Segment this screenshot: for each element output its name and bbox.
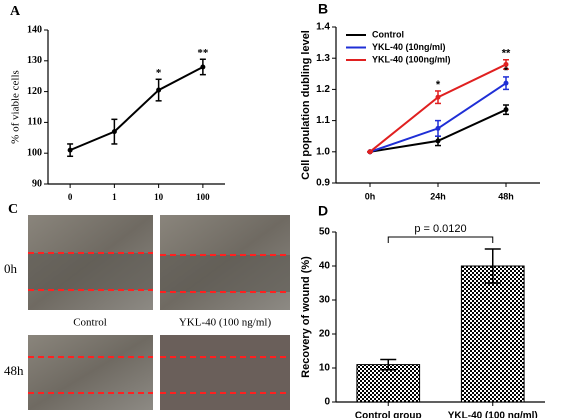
bar (356, 364, 421, 403)
y-tick-label: 140 (27, 24, 42, 35)
row-label: 0h (4, 261, 18, 276)
y-tick-label: 10 (319, 363, 331, 374)
y-axis-label: % of viable cells (10, 70, 22, 144)
y-tick-label: 1.0 (316, 146, 330, 157)
point (503, 61, 509, 67)
point (435, 125, 441, 131)
point (435, 138, 441, 144)
y-axis-label: Cell population dubling level (300, 30, 312, 180)
y-tick-label: 20 (319, 329, 331, 340)
x-tick-label: 10 (154, 192, 164, 202)
annotation: ** (197, 47, 209, 59)
annotation: * (436, 79, 441, 91)
row-label: 48h (4, 363, 24, 378)
x-tick-label: 100 (196, 192, 210, 202)
y-tick-label: 40 (319, 261, 331, 272)
point (367, 149, 373, 155)
y-tick-label: 100 (27, 147, 42, 158)
y-tick-label: 1.1 (316, 115, 330, 126)
micrograph (28, 335, 153, 410)
series-line (69, 66, 204, 152)
x-tick-label: 0 (68, 192, 73, 202)
y-tick-label: 1.4 (316, 22, 330, 33)
y-tick-label: 90 (32, 178, 42, 189)
column-label: Control (73, 317, 107, 329)
point (503, 107, 509, 113)
y-tick-label: 120 (27, 86, 42, 97)
panel-label: D (318, 203, 328, 219)
point (503, 80, 509, 86)
y-tick-label: 0.9 (316, 178, 330, 189)
legend-label: Control (372, 29, 404, 39)
bar (460, 265, 525, 403)
point (435, 94, 441, 100)
x-tick-label: Control group (355, 411, 422, 418)
x-tick-label: YKL-40 (100 ng/ml) (448, 411, 538, 418)
panel-c: C 0h 48h Control YKL-40 (100 ng/ml) (4, 202, 290, 410)
annotation: * (156, 67, 162, 79)
y-tick-label: 30 (319, 295, 331, 306)
x-tick-label: 1 (112, 192, 117, 202)
annotation: * (504, 65, 509, 77)
panel: B Cell population dubling level 0.9 1.0 1.1 1… (300, 1, 540, 201)
point (156, 87, 162, 93)
wound-edges (28, 252, 290, 394)
annotation: ** (502, 48, 511, 60)
y-tick-label: 130 (27, 55, 42, 66)
panel-label: B (318, 1, 328, 17)
x-tick-label: 48h (498, 191, 514, 201)
y-tick-label: 1.3 (316, 53, 330, 64)
y-tick-label: 50 (319, 227, 331, 238)
wound-gap (28, 253, 153, 290)
y-tick-label: 110 (28, 117, 42, 128)
y-tick-label: 1.2 (316, 84, 330, 95)
micrograph (160, 335, 290, 410)
panel: D Recovery of wound (%) 0 10 20 30 40 50 Control… (300, 203, 545, 418)
annotation: p = 0.0120 (414, 223, 466, 235)
y-tick-label: 0 (324, 397, 330, 408)
column-label: YKL-40 (100 ng/ml) (179, 317, 272, 329)
x-tick-label: 24h (430, 191, 446, 201)
significance-bracket (387, 236, 494, 243)
y-axis-label: Recovery of wound (%) (300, 256, 312, 378)
point (200, 64, 206, 70)
point (111, 129, 117, 135)
legend-label: YKL-40 (10ng/ml) (372, 42, 446, 52)
point (67, 147, 73, 153)
wound-gap (160, 255, 290, 292)
legend-label: YKL-40 (100ng/ml) (372, 54, 451, 64)
panel-label: C (8, 202, 18, 217)
x-tick-label: 0h (365, 191, 376, 201)
panel-label: A (10, 4, 21, 19)
